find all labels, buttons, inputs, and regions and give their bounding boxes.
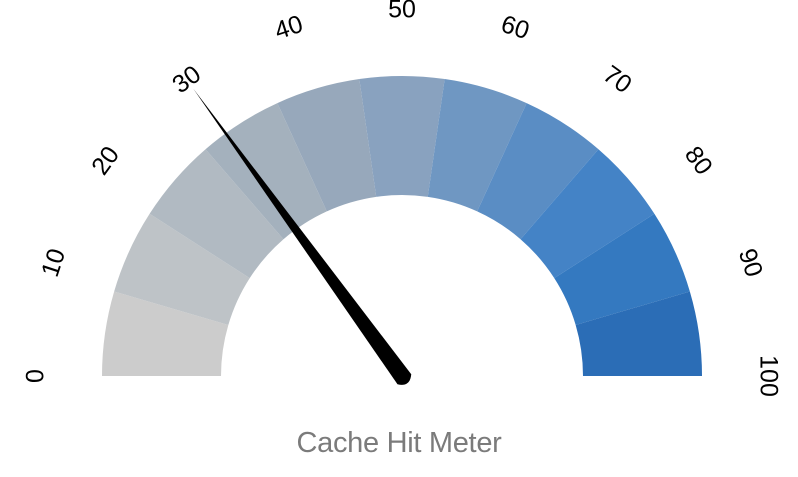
tick-label-50: 50	[388, 0, 416, 24]
gauge-band-9	[554, 213, 690, 326]
gauge-needle	[193, 88, 412, 385]
tick-label-60: 60	[498, 10, 533, 45]
tick-label-30: 30	[167, 60, 206, 99]
tick-label-20: 20	[86, 141, 125, 180]
gauge-bands	[102, 76, 702, 376]
gauge-needle-group	[193, 88, 412, 385]
tick-label-100: 100	[754, 355, 782, 397]
tick-label-90: 90	[733, 245, 768, 280]
gauge-band-0	[102, 291, 229, 376]
gauge-band-1	[114, 213, 250, 326]
chart-title: Cache Hit Meter	[296, 427, 502, 459]
gauge-band-2	[149, 149, 284, 279]
tick-label-0: 0	[22, 369, 50, 383]
gauge-band-8	[520, 149, 655, 279]
gauge-band-5	[359, 76, 445, 197]
tick-label-80: 80	[679, 141, 718, 180]
gauge-band-6	[427, 79, 527, 212]
tick-label-10: 10	[36, 245, 71, 280]
gauge-band-7	[477, 103, 599, 240]
gauge-band-3	[205, 103, 327, 240]
gauge-band-10	[575, 291, 702, 376]
gauge-band-4	[277, 79, 377, 212]
tick-label-70: 70	[598, 60, 637, 99]
tick-label-40: 40	[271, 10, 306, 45]
